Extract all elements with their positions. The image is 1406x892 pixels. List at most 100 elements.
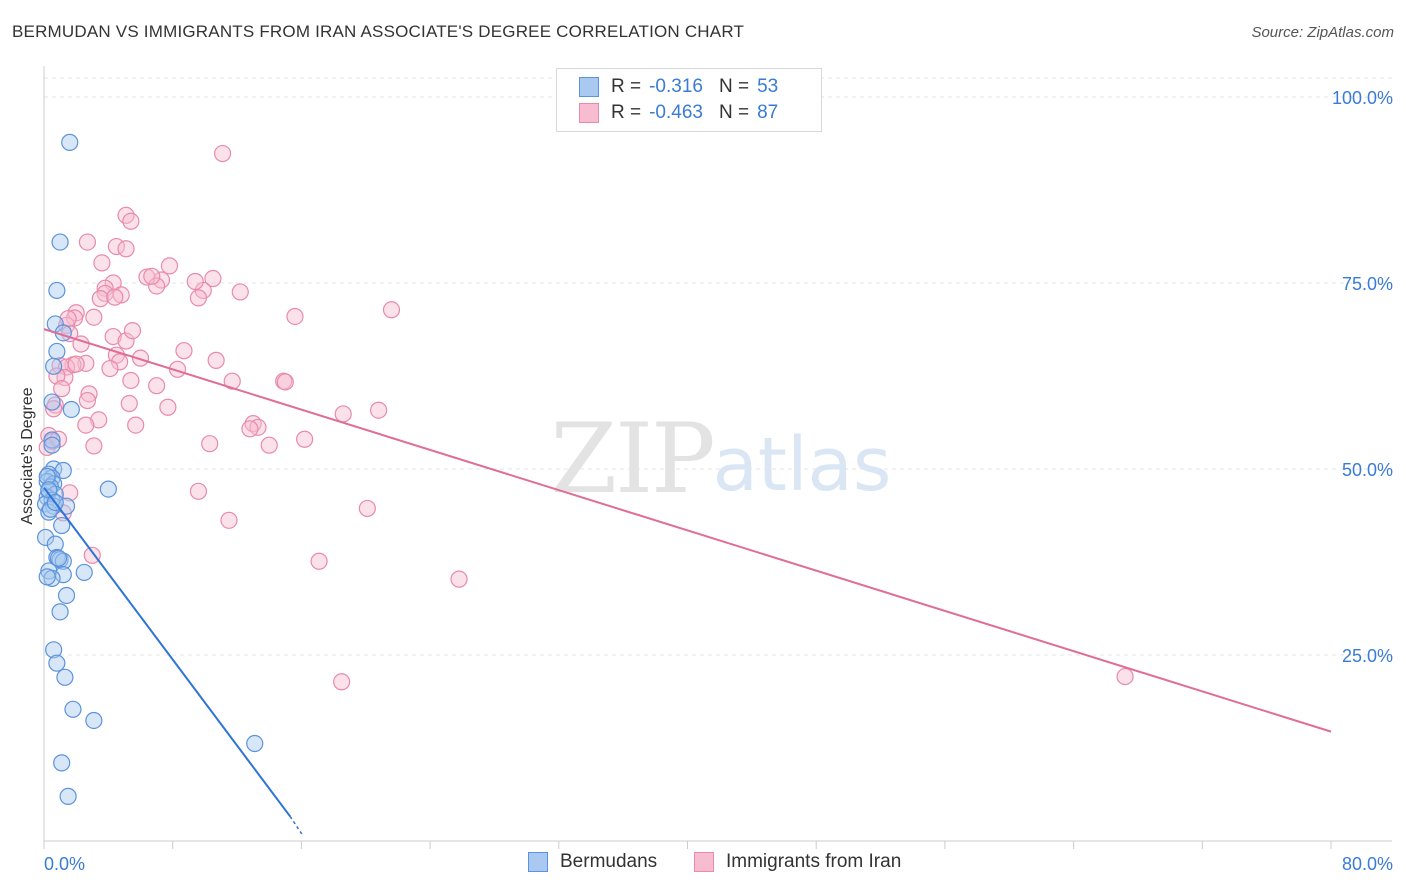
legend-row-iran: R = -0.463 N = 87 xyxy=(579,100,778,126)
iran-point xyxy=(204,269,222,288)
iran-point xyxy=(175,342,193,360)
iran-point xyxy=(120,394,138,413)
iran-point xyxy=(90,411,108,429)
bermudan-point xyxy=(246,734,264,753)
iran-point xyxy=(111,353,129,371)
bermudan-point xyxy=(43,393,61,411)
bermudan-point xyxy=(43,431,61,449)
bermudan-trend-line xyxy=(43,487,291,818)
iran-point xyxy=(80,385,98,403)
bermudan-point xyxy=(45,357,63,375)
bermudan-point xyxy=(49,549,68,567)
iran-point xyxy=(148,277,166,295)
bermudan-point xyxy=(57,586,76,605)
series-legend: Bermudans Immigrants from Iran xyxy=(0,851,1406,877)
legend-n-value: 87 xyxy=(757,102,779,123)
series-name-bermudans: Bermudans xyxy=(560,851,658,872)
iran-point xyxy=(112,286,130,304)
iran-point xyxy=(1116,667,1134,686)
bermudan-point xyxy=(37,528,55,547)
iran-point xyxy=(296,430,314,448)
iran-point xyxy=(122,371,140,390)
iran-point xyxy=(67,355,85,373)
legend-swatch-pink xyxy=(579,103,599,123)
legend-r-value: -0.463 xyxy=(649,102,703,123)
watermark-atlas: atlas xyxy=(713,422,892,508)
iran-point xyxy=(101,359,119,378)
iran-trend-line xyxy=(43,328,1332,733)
bermudan-point xyxy=(48,342,66,361)
iran-point xyxy=(159,398,177,416)
correlation-legend: R = -0.316 N = 53 R = -0.463 N = 87 xyxy=(556,68,822,132)
bermudan-point xyxy=(48,281,66,300)
iran-point xyxy=(220,511,238,529)
bermudan-point xyxy=(51,233,69,251)
bermudan-point xyxy=(53,516,71,535)
bermudan-point xyxy=(64,700,82,718)
bermudan-points xyxy=(37,133,264,805)
iran-point xyxy=(334,405,352,423)
x-tick-label-max: 80.0% xyxy=(1342,854,1393,874)
iran-point xyxy=(333,673,351,691)
iran-point xyxy=(53,380,71,398)
iran-point xyxy=(186,272,204,291)
series-name-iran: Immigrants from Iran xyxy=(726,851,902,872)
iran-point xyxy=(85,437,103,455)
iran-point xyxy=(223,372,241,390)
iran-point xyxy=(260,436,278,454)
y-tick-label: 75.0% xyxy=(1342,274,1393,294)
iran-point xyxy=(143,267,161,285)
bermudan-trend-extension xyxy=(289,816,303,835)
iran-points xyxy=(38,144,1134,691)
legend-n-label: N = xyxy=(718,102,750,123)
iran-point xyxy=(91,290,109,308)
zipatlas-watermark: ZIP atlas xyxy=(550,403,891,515)
bermudan-point xyxy=(99,480,117,498)
iran-point xyxy=(201,435,219,453)
y-tick-label: 25.0% xyxy=(1342,646,1393,666)
iran-point xyxy=(358,499,376,518)
axes xyxy=(43,66,1392,849)
bermudan-point xyxy=(56,668,74,686)
y-tick-label: 100.0% xyxy=(1332,88,1393,108)
bermudan-point xyxy=(59,787,77,805)
iran-point xyxy=(127,416,145,434)
iran-point xyxy=(310,552,328,570)
iran-point xyxy=(122,212,140,230)
tick-labels: 25.0% 50.0% 75.0% 100.0% 0.0% 80.0% xyxy=(44,88,1393,874)
series-legend-bermudans[interactable]: Bermudans xyxy=(528,851,657,873)
bermudan-point xyxy=(61,133,79,151)
iran-point xyxy=(131,349,150,367)
iran-point xyxy=(106,288,124,306)
chart-title: BERMUDAN VS IMMIGRANTS FROM IRAN ASSOCIA… xyxy=(12,22,745,41)
legend-r-value: -0.316 xyxy=(649,76,703,97)
iran-point xyxy=(85,308,103,326)
bermudan-point xyxy=(43,436,61,454)
iran-point xyxy=(78,391,97,410)
grid-lines xyxy=(44,77,1392,656)
legend-n-label: N = xyxy=(718,76,750,97)
bermudan-point xyxy=(62,400,80,419)
iran-point xyxy=(231,283,249,301)
legend-r-label: R = xyxy=(611,102,642,123)
iran-point xyxy=(370,401,388,419)
bermudan-point xyxy=(53,754,71,772)
legend-row-bermudans: R = -0.316 N = 53 xyxy=(579,74,778,100)
y-tick-label: 50.0% xyxy=(1342,460,1393,480)
iran-point xyxy=(117,240,135,258)
series-legend-iran[interactable]: Immigrants from Iran xyxy=(694,851,901,873)
bermudan-point xyxy=(51,603,69,621)
trend-lines xyxy=(43,328,1332,835)
bermudan-point xyxy=(45,641,63,659)
bermudan-point xyxy=(38,467,56,486)
iran-point xyxy=(189,289,208,307)
iran-point xyxy=(104,327,122,346)
iran-point xyxy=(77,354,95,372)
bermudan-point xyxy=(75,563,93,582)
source-credit: Source: ZipAtlas.com xyxy=(1251,24,1394,41)
iran-point xyxy=(382,301,401,319)
iran-point xyxy=(93,254,111,272)
watermark-zip: ZIP xyxy=(550,403,713,515)
iran-point xyxy=(78,233,97,251)
